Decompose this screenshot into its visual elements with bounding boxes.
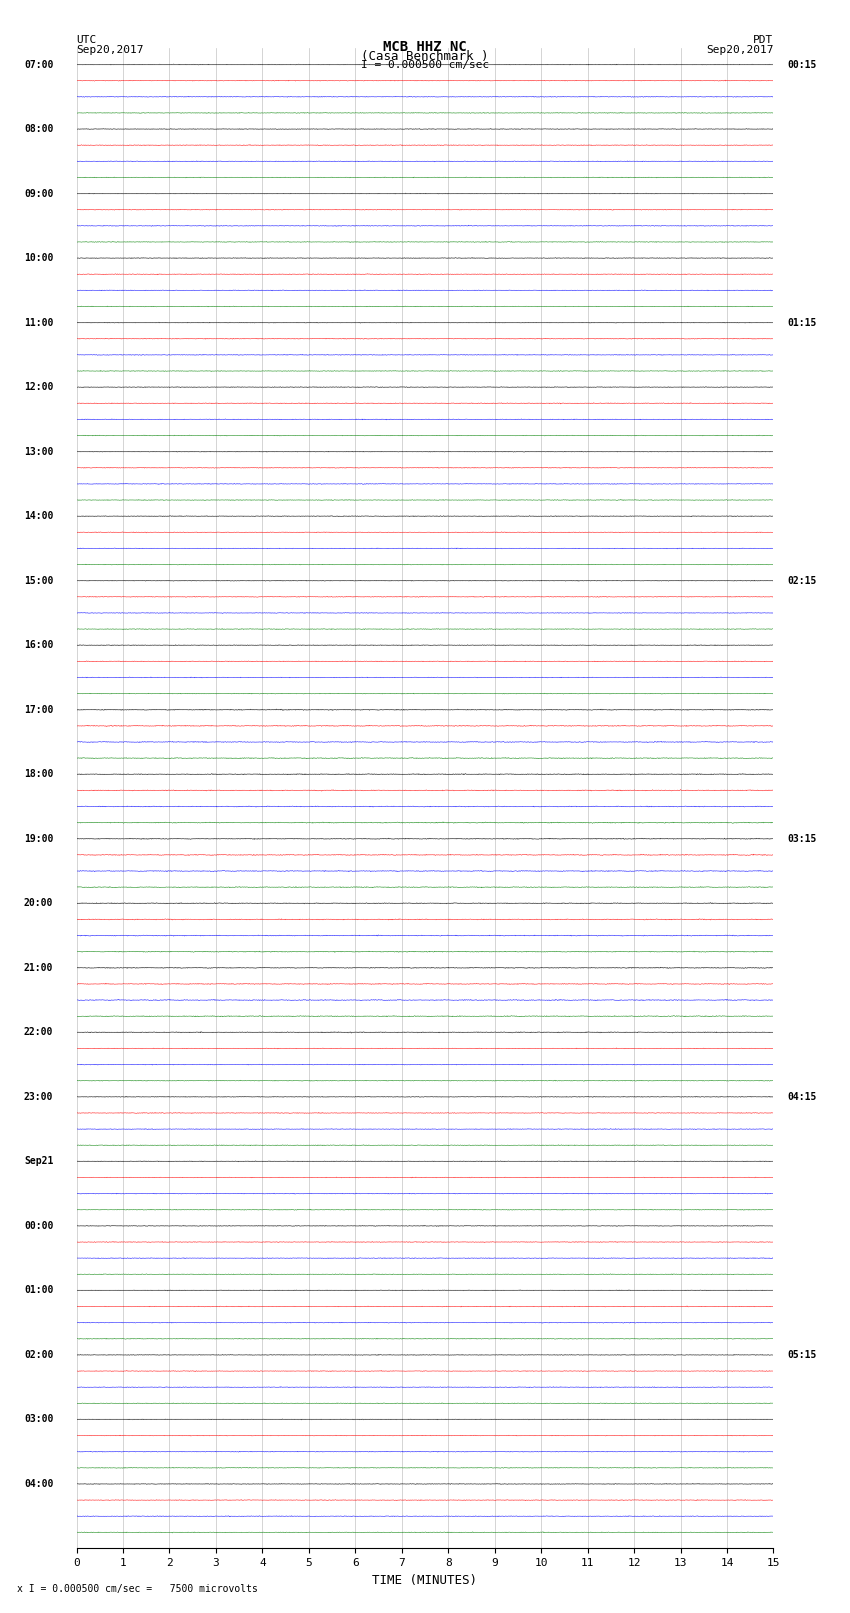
Text: 17:00: 17:00 — [24, 705, 54, 715]
Text: UTC: UTC — [76, 35, 97, 45]
Text: 09:00: 09:00 — [24, 189, 54, 198]
Text: 19:00: 19:00 — [24, 834, 54, 844]
Text: 22:00: 22:00 — [24, 1027, 54, 1037]
Text: 04:00: 04:00 — [24, 1479, 54, 1489]
Text: 23:00: 23:00 — [24, 1092, 54, 1102]
Text: 12:00: 12:00 — [24, 382, 54, 392]
Text: 03:15: 03:15 — [787, 834, 817, 844]
Text: 20:00: 20:00 — [24, 898, 54, 908]
Text: 11:00: 11:00 — [24, 318, 54, 327]
Text: 03:00: 03:00 — [24, 1415, 54, 1424]
Text: Sep21: Sep21 — [24, 1157, 54, 1166]
Text: 18:00: 18:00 — [24, 769, 54, 779]
Text: 02:00: 02:00 — [24, 1350, 54, 1360]
Text: 02:15: 02:15 — [787, 576, 817, 586]
Text: 08:00: 08:00 — [24, 124, 54, 134]
Text: PDT: PDT — [753, 35, 774, 45]
Text: 00:00: 00:00 — [24, 1221, 54, 1231]
Text: 00:15: 00:15 — [787, 60, 817, 69]
Text: (Casa Benchmark ): (Casa Benchmark ) — [361, 50, 489, 63]
Text: 15:00: 15:00 — [24, 576, 54, 586]
Text: 04:15: 04:15 — [787, 1092, 817, 1102]
Text: x I = 0.000500 cm/sec =   7500 microvolts: x I = 0.000500 cm/sec = 7500 microvolts — [17, 1584, 258, 1594]
Text: 01:15: 01:15 — [787, 318, 817, 327]
Text: 14:00: 14:00 — [24, 511, 54, 521]
Text: 01:00: 01:00 — [24, 1286, 54, 1295]
Text: 16:00: 16:00 — [24, 640, 54, 650]
Text: Sep20,2017: Sep20,2017 — [76, 45, 144, 55]
Text: I = 0.000500 cm/sec: I = 0.000500 cm/sec — [361, 60, 489, 69]
Text: MCB HHZ NC: MCB HHZ NC — [383, 40, 467, 55]
Text: 05:15: 05:15 — [787, 1350, 817, 1360]
Text: 21:00: 21:00 — [24, 963, 54, 973]
Text: 10:00: 10:00 — [24, 253, 54, 263]
X-axis label: TIME (MINUTES): TIME (MINUTES) — [372, 1574, 478, 1587]
Text: Sep20,2017: Sep20,2017 — [706, 45, 774, 55]
Text: 13:00: 13:00 — [24, 447, 54, 456]
Text: 07:00: 07:00 — [24, 60, 54, 69]
